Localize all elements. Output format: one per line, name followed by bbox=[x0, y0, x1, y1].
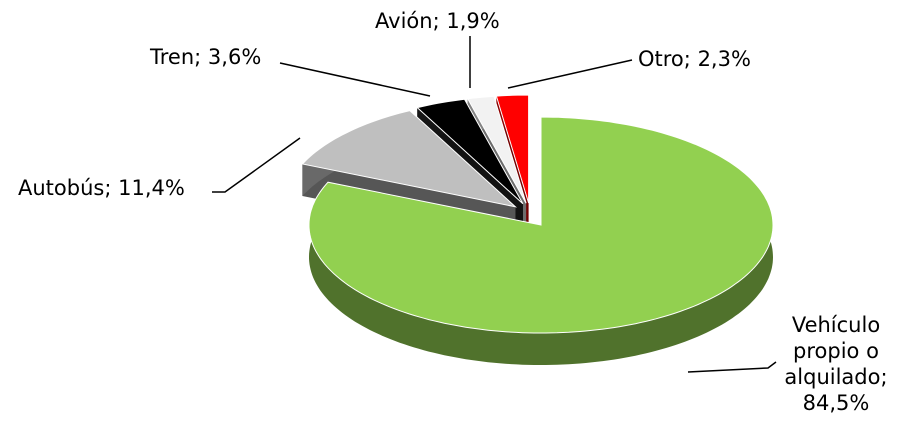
leader-line bbox=[687, 361, 777, 373]
leader-line bbox=[279, 62, 431, 97]
data-label: Tren; 3,6% bbox=[150, 44, 261, 70]
slice bbox=[466, 95, 527, 204]
label-value: 11,4% bbox=[118, 176, 185, 200]
slice bbox=[301, 110, 518, 208]
leader-lines bbox=[212, 36, 777, 373]
label-category: Tren bbox=[150, 45, 195, 69]
label-separator: ; bbox=[104, 176, 119, 200]
slice bbox=[416, 98, 524, 205]
label-separator: ; bbox=[880, 365, 888, 389]
leader-line bbox=[507, 59, 633, 89]
label-separator: ; bbox=[194, 45, 208, 69]
slice bbox=[308, 116, 774, 334]
data-label: Avión; 1,9% bbox=[375, 8, 500, 34]
label-separator: ; bbox=[683, 47, 698, 71]
label-category: Otro bbox=[638, 47, 684, 71]
slice-tops bbox=[301, 94, 774, 334]
leader-line bbox=[212, 137, 301, 193]
data-label: Autobús; 11,4% bbox=[18, 175, 185, 201]
label-category: Autobús bbox=[18, 176, 105, 200]
label-value: 1,9% bbox=[446, 9, 500, 33]
label-value: 84,5% bbox=[802, 391, 870, 415]
data-label: Otro; 2,3% bbox=[638, 46, 751, 72]
label-category: Avión bbox=[375, 9, 433, 33]
label-category: Vehículo propio o alquilado bbox=[784, 313, 881, 389]
data-label: Vehículo propio o alquilado; 84,5% bbox=[777, 312, 895, 416]
label-value: 2,3% bbox=[697, 47, 751, 71]
label-value: 3,6% bbox=[207, 45, 262, 69]
slice bbox=[495, 94, 530, 204]
label-separator: ; bbox=[432, 9, 447, 33]
